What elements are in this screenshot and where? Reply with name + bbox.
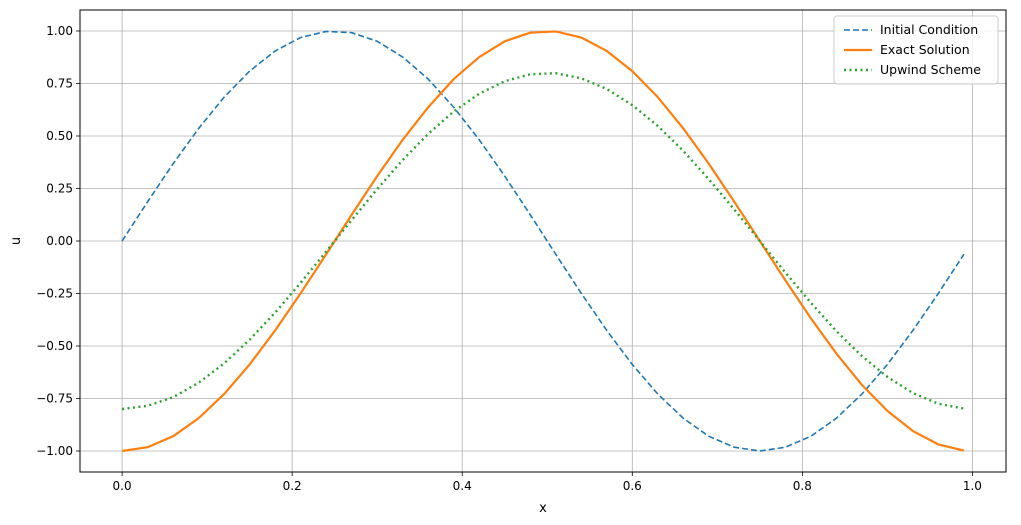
series-line-upwind-scheme <box>121 72 965 411</box>
x-tick-label: 0.8 <box>793 479 812 493</box>
axis-ticks: 0.0 0.2 0.4 0.6 0.8 1.0 −1.00 −0.75 −0.50 −0.25 0.… <box>36 24 982 493</box>
y-tick-label: −1.00 <box>36 444 73 458</box>
series-line-exact-solution <box>121 30 965 453</box>
y-axis-label: u <box>9 237 24 245</box>
y-tick-label: 0.00 <box>46 234 73 248</box>
legend-box <box>833 15 999 85</box>
legend-entry: Initial Condition <box>880 22 978 37</box>
legend: Initial Condition Exact Solution Upwind Sc… <box>833 15 999 85</box>
x-tick-label: 0.2 <box>283 479 302 493</box>
y-tick-label: 0.25 <box>46 182 73 196</box>
x-axis-label: x <box>539 501 547 516</box>
y-tick-label: −0.25 <box>36 287 73 301</box>
series-line-initial-condition <box>121 30 965 452</box>
legend-entry: Exact Solution <box>880 42 970 57</box>
x-tick-label: 1.0 <box>963 479 982 493</box>
y-tick-label: −0.50 <box>36 339 73 353</box>
x-tick-label: 0.0 <box>113 479 132 493</box>
series-lines <box>121 30 965 453</box>
x-tick-label: 0.6 <box>623 479 642 493</box>
legend-entry: Upwind Scheme <box>880 62 981 77</box>
x-tick-label: 0.4 <box>453 479 472 493</box>
y-tick-label: 1.00 <box>46 24 73 38</box>
y-tick-label: 0.75 <box>46 77 73 91</box>
y-tick-label: 0.50 <box>46 129 73 143</box>
y-tick-label: −0.75 <box>36 392 73 406</box>
